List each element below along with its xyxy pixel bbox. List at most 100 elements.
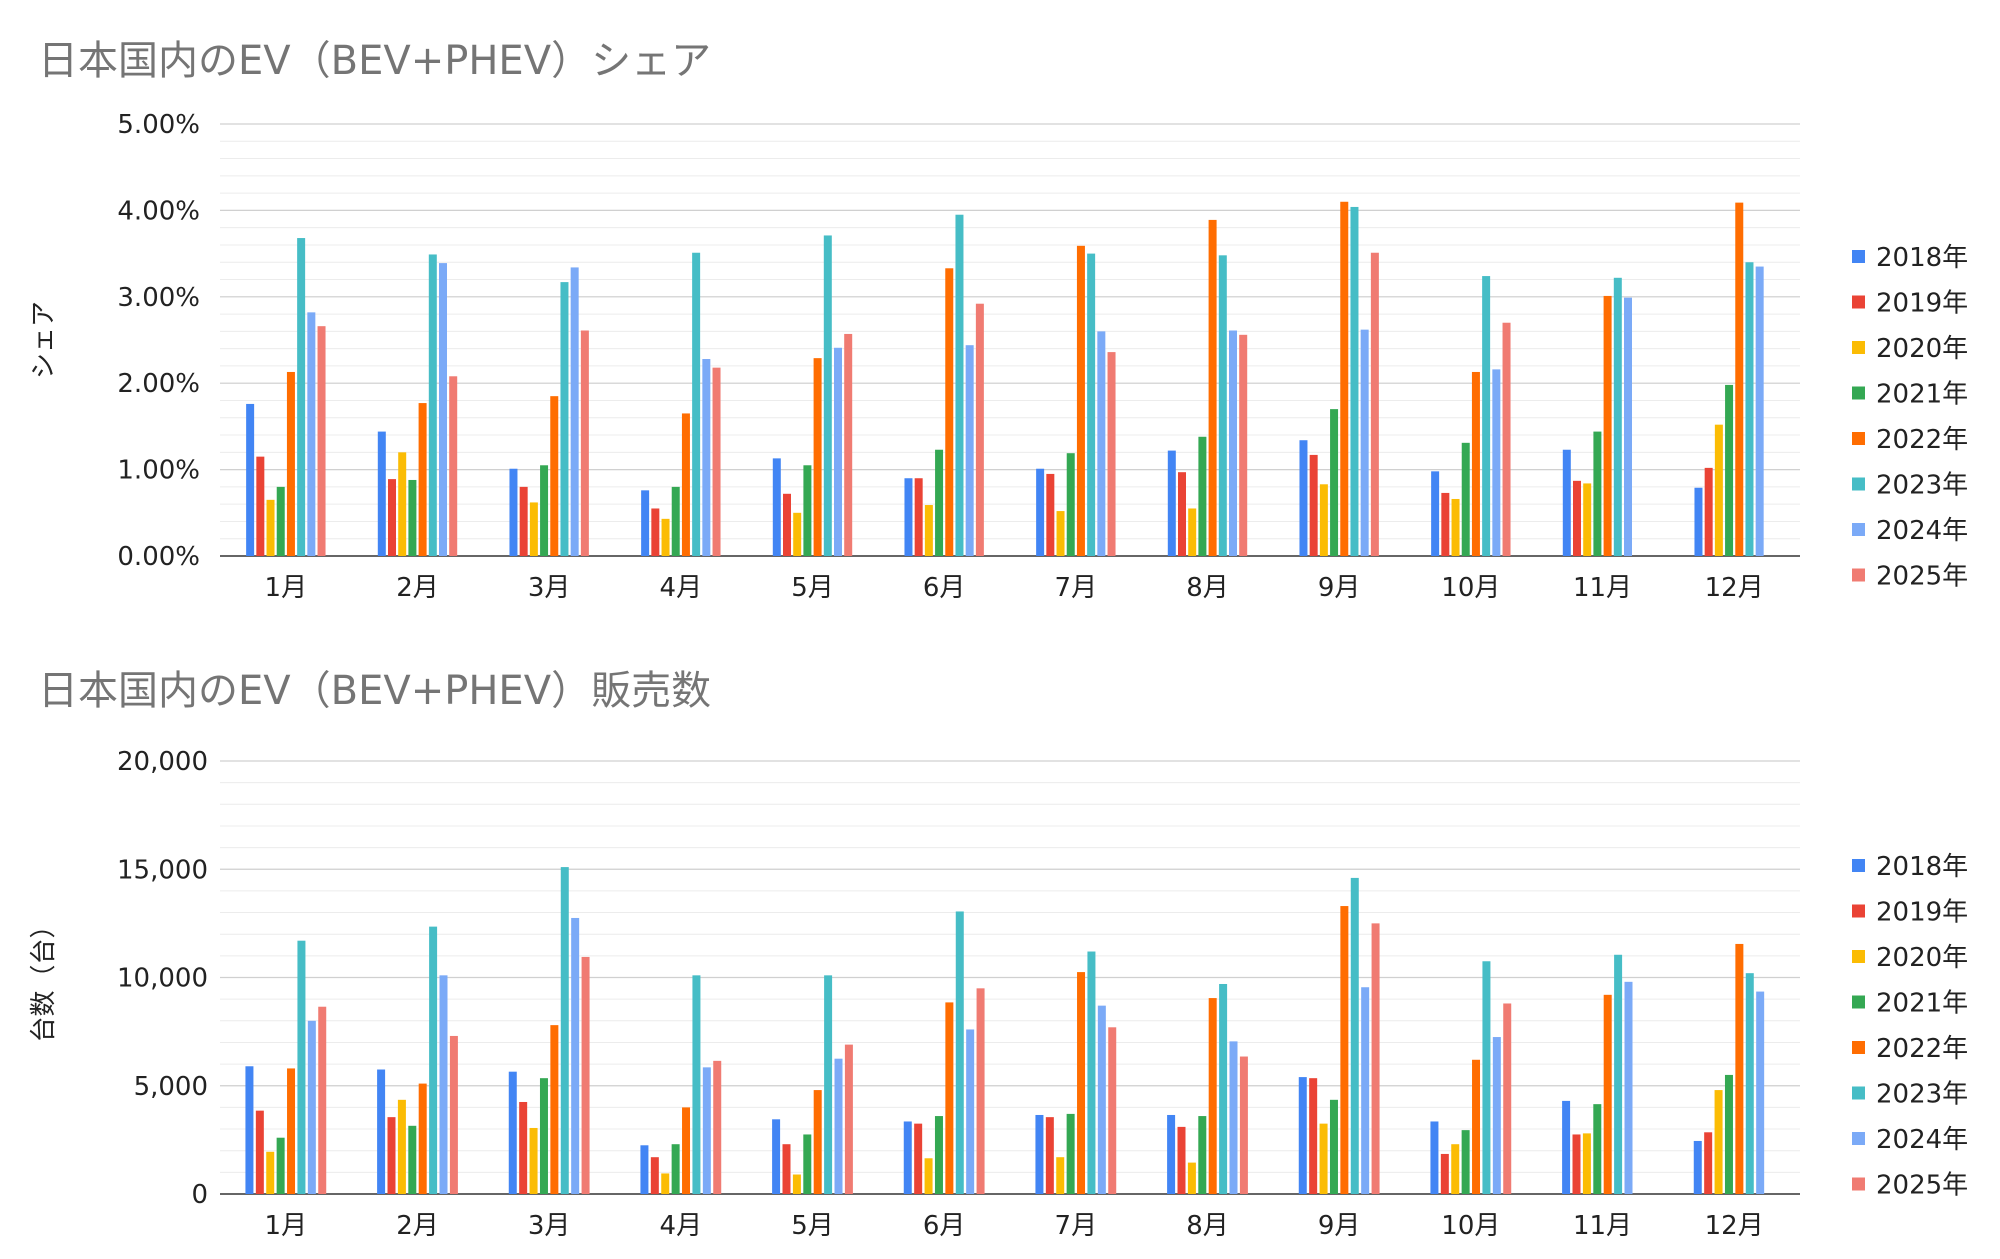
sales-chart-title: 日本国内のEV（BEV+PHEV）販売数 bbox=[38, 668, 712, 714]
bar-2019年-10月 bbox=[1440, 1153, 1449, 1194]
bar-2025年-2月 bbox=[449, 1035, 458, 1194]
legend-swatch bbox=[1852, 250, 1865, 263]
legend-label: 2018年 bbox=[1876, 243, 1968, 273]
share-chart-svg: 0.00% 1.00% 2.00% 3.00% 4.00% 5.00% シェア 1月 2月 3月 4… bbox=[29, 110, 1968, 603]
bar-2019年-8月 bbox=[1177, 1126, 1186, 1194]
bar-2024年-3月 bbox=[571, 917, 580, 1194]
legend-label: 2025年 bbox=[1876, 562, 1968, 592]
legend-swatch bbox=[1852, 1041, 1865, 1054]
bar-2021年-1月 bbox=[276, 1137, 285, 1194]
bar-2019年-8月 bbox=[1178, 472, 1186, 556]
bar-2019年-12月 bbox=[1704, 467, 1713, 556]
bar-2024年-10月 bbox=[1492, 369, 1501, 556]
bar-2021年-10月 bbox=[1461, 442, 1470, 556]
bar-2023年-5月 bbox=[823, 235, 832, 556]
bar-2023年-1月 bbox=[297, 940, 306, 1194]
x-tick-label: 11月 bbox=[1573, 1211, 1632, 1241]
bar-2023年-12月 bbox=[1745, 262, 1754, 556]
bar-2020年-2月 bbox=[397, 1099, 406, 1194]
legend-label: 2021年 bbox=[1876, 380, 1968, 410]
bar-2018年-3月 bbox=[508, 1071, 517, 1194]
bar-2022年-4月 bbox=[681, 413, 690, 556]
bar-2018年-5月 bbox=[772, 1119, 781, 1194]
bar-2023年-1月 bbox=[297, 238, 306, 556]
x-tick-label: 12月 bbox=[1705, 1211, 1764, 1241]
bar-2024年-1月 bbox=[307, 1020, 316, 1194]
sales-chart-svg: 0 5,000 10,000 15,000 20,000 台数（台） 1月 2月 3月 4月 5月 6… bbox=[29, 747, 1968, 1241]
x-tick-label: 7月 bbox=[1055, 1211, 1098, 1241]
bar-2020年-5月 bbox=[792, 1174, 801, 1194]
bar-2025年-1月 bbox=[317, 326, 326, 556]
bar-2018年-8月 bbox=[1167, 1114, 1176, 1194]
bar-2020年-2月 bbox=[398, 452, 407, 556]
x-tick-label: 11月 bbox=[1573, 573, 1632, 603]
bar-2022年-10月 bbox=[1472, 1059, 1481, 1194]
bar-2019年-6月 bbox=[914, 1123, 923, 1194]
bar-2024年-8月 bbox=[1229, 330, 1237, 556]
bar-2023年-5月 bbox=[824, 975, 833, 1194]
bar-2022年-8月 bbox=[1208, 219, 1217, 557]
bar-2022年-5月 bbox=[813, 358, 822, 556]
bar-2022年-12月 bbox=[1735, 943, 1744, 1194]
bar-2023年-11月 bbox=[1614, 954, 1623, 1194]
legend-swatch bbox=[1852, 295, 1865, 309]
bar-2025年-4月 bbox=[712, 367, 721, 556]
share-chart-title: 日本国内のEV（BEV+PHEV）シェア bbox=[38, 38, 712, 84]
bar-2018年-7月 bbox=[1035, 1114, 1044, 1194]
bar-2022年-11月 bbox=[1603, 994, 1612, 1194]
bar-2023年-9月 bbox=[1350, 877, 1359, 1194]
x-tick-label: 3月 bbox=[528, 1211, 571, 1241]
bar-2021年-8月 bbox=[1198, 436, 1207, 556]
y-tick-label: 5,000 bbox=[134, 1072, 208, 1102]
bar-2021年-10月 bbox=[1461, 1130, 1470, 1194]
bar-2020年-6月 bbox=[924, 505, 933, 556]
bar-2020年-4月 bbox=[661, 518, 670, 556]
x-tick-label: 1月 bbox=[265, 573, 308, 603]
bar-2019年-5月 bbox=[783, 493, 791, 556]
bar-2021年-12月 bbox=[1725, 384, 1734, 556]
bar-2018年-1月 bbox=[246, 403, 255, 556]
bar-2022年-5月 bbox=[813, 1090, 822, 1194]
bar-2025年-5月 bbox=[844, 1044, 853, 1194]
bar-2020年-11月 bbox=[1582, 1133, 1591, 1194]
bar-2025年-4月 bbox=[713, 1060, 722, 1194]
bar-2021年-8月 bbox=[1198, 1116, 1207, 1194]
bar-2022年-6月 bbox=[945, 1002, 954, 1194]
bar-2018年-7月 bbox=[1036, 468, 1045, 556]
bar-2020年-3月 bbox=[529, 1127, 538, 1194]
bar-2018年-4月 bbox=[640, 1145, 649, 1194]
bar-2018年-11月 bbox=[1562, 1100, 1571, 1194]
bar-2025年-6月 bbox=[976, 988, 985, 1194]
bar-2025年-7月 bbox=[1108, 1027, 1117, 1194]
legend-label: 2025年 bbox=[1876, 1171, 1968, 1201]
bar-2024年-7月 bbox=[1097, 1005, 1106, 1194]
legend-label: 2019年 bbox=[1876, 898, 1968, 928]
legend-swatch bbox=[1852, 1132, 1865, 1145]
bar-2022年-2月 bbox=[418, 403, 427, 556]
legend-swatch bbox=[1852, 568, 1865, 582]
bar-2020年-1月 bbox=[266, 1151, 275, 1194]
bar-2020年-7月 bbox=[1056, 511, 1065, 556]
bar-2019年-9月 bbox=[1309, 454, 1318, 556]
x-tick-label: 3月 bbox=[528, 573, 571, 603]
bar-2018年-6月 bbox=[904, 478, 913, 556]
bar-2025年-10月 bbox=[1503, 1003, 1512, 1194]
bar-2021年-3月 bbox=[540, 465, 549, 556]
bar-2025年-10月 bbox=[1502, 322, 1511, 556]
bar-2025年-6月 bbox=[975, 303, 984, 556]
y-tick-label: 15,000 bbox=[117, 855, 208, 885]
bar-2020年-3月 bbox=[529, 502, 538, 556]
legend-swatch bbox=[1852, 386, 1865, 400]
bar-2020年-5月 bbox=[793, 512, 802, 556]
bar-2018年-11月 bbox=[1562, 449, 1571, 556]
bar-2020年-8月 bbox=[1188, 508, 1197, 556]
bar-2018年-9月 bbox=[1299, 440, 1308, 556]
bar-2021年-9月 bbox=[1330, 409, 1339, 556]
bar-2018年-12月 bbox=[1693, 1140, 1702, 1194]
x-tick-label: 10月 bbox=[1441, 1211, 1500, 1241]
bar-2024年-5月 bbox=[834, 347, 842, 556]
bar-2021年-12月 bbox=[1724, 1074, 1733, 1194]
y-tick-label: 4.00% bbox=[117, 196, 200, 226]
legend-label: 2020年 bbox=[1876, 943, 1968, 973]
bar-2025年-5月 bbox=[844, 333, 853, 556]
